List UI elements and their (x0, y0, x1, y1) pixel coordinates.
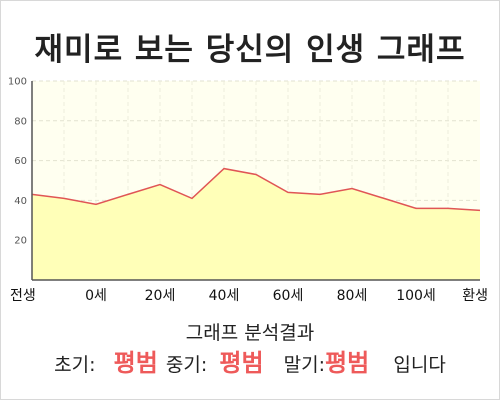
life-area-fill (32, 168, 480, 280)
x-tick-label: 100세 (396, 288, 436, 304)
y-tick-label: 20 (14, 236, 27, 247)
result-summary: 초기: 평범 중기: 평범 말기:평범 입니다 (0, 346, 500, 382)
early-label: 초기: (54, 354, 96, 376)
x-tick-label: 0세 (85, 288, 107, 304)
y-tick-label: 60 (14, 156, 27, 167)
early-grade: 평범 (113, 349, 158, 377)
y-tick-label: 40 (14, 196, 27, 207)
x-tick-label: 80세 (337, 288, 368, 304)
x-tick-label: 환생 (462, 288, 488, 304)
life-line-series (31, 167, 481, 212)
life-graph-chart: 20 40 60 80 100 전생 0세 20세 40세 60세 80세 100세 환생 (8, 77, 488, 305)
middle-grade: 평범 (219, 349, 264, 377)
x-tick-label: 전생 (10, 288, 36, 304)
x-tick-label: 20세 (145, 288, 176, 304)
middle-label: 중기: (165, 354, 208, 376)
y-tick-label: 100 (8, 77, 27, 88)
result-heading: 그래프 분석결과 (185, 322, 315, 344)
y-axis-ticks: 20 40 60 80 100 (8, 77, 27, 247)
late-label: 말기: (283, 354, 326, 376)
x-tick-label: 60세 (273, 288, 304, 304)
x-axis-ticks: 전생 0세 20세 40세 60세 80세 100세 환생 (10, 288, 488, 304)
x-tick-label: 40세 (209, 288, 240, 304)
late-grade: 평범 (325, 349, 370, 377)
y-tick-label: 80 (14, 116, 27, 127)
chart-title: 재미로 보는 당신의 인생 그래프 (34, 32, 466, 68)
result-suffix: 입니다 (393, 354, 446, 376)
